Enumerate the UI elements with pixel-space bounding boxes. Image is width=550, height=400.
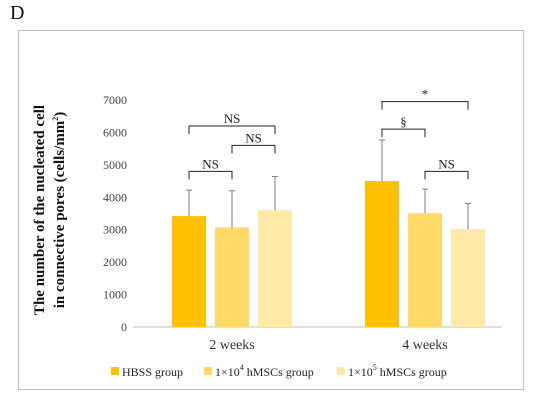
chart-frame <box>18 30 524 390</box>
x-category-label: 4 weeks <box>402 338 448 353</box>
legend-swatch <box>337 367 345 375</box>
bar <box>172 216 206 327</box>
legend-label: 1×104 hMSCs group <box>215 363 314 379</box>
axes: 0 1000 2000 3000 4000 5000 6000 7000 2 weeks 4 we… <box>103 93 502 353</box>
y-tick-label: 0 <box>121 320 127 334</box>
bar <box>365 181 399 327</box>
significance-bracket <box>424 170 469 180</box>
bar <box>258 210 292 327</box>
significance-label: NS <box>224 111 241 126</box>
y-axis-title-line1: The number of the nucleated cell <box>32 105 48 315</box>
significance-bracket <box>381 128 426 138</box>
y-tick-label: 1000 <box>103 288 127 302</box>
bar <box>408 213 442 327</box>
bars <box>172 139 485 327</box>
y-tick-label: 7000 <box>103 93 127 107</box>
significance-annotations: NS NS NS * § NS <box>188 87 469 180</box>
legend-label: HBSS group <box>122 365 183 379</box>
significance-bracket <box>188 170 233 180</box>
y-tick-label: 6000 <box>103 125 127 139</box>
legend: HBSS group 1×104 hMSCs group 1×105 hMSCs g… <box>111 363 447 379</box>
panel-label: D <box>10 2 25 24</box>
significance-label: NS <box>438 156 455 171</box>
significance-label: § <box>400 114 407 129</box>
legend-swatch <box>204 367 212 375</box>
y-tick-label: 2000 <box>103 255 127 269</box>
significance-bracket <box>231 144 276 154</box>
y-axis-title-line2: in connective pores (cells/mm2) <box>51 112 68 309</box>
significance-label: NS <box>202 156 219 171</box>
legend-label: 1×105 hMSCs group <box>348 363 447 379</box>
significance-label: * <box>422 87 429 102</box>
bar <box>215 227 249 327</box>
y-tick-label: 4000 <box>103 190 127 204</box>
y-tick-label: 5000 <box>103 158 127 172</box>
significance-label: NS <box>245 130 262 145</box>
y-tick-label: 3000 <box>103 223 127 237</box>
y-axis-title: The number of the nucleated cell in conn… <box>32 105 68 315</box>
bar <box>451 229 485 327</box>
significance-bracket <box>381 101 469 110</box>
legend-swatch <box>111 367 119 375</box>
significance-bracket <box>188 125 276 134</box>
x-category-label: 2 weeks <box>209 338 255 353</box>
